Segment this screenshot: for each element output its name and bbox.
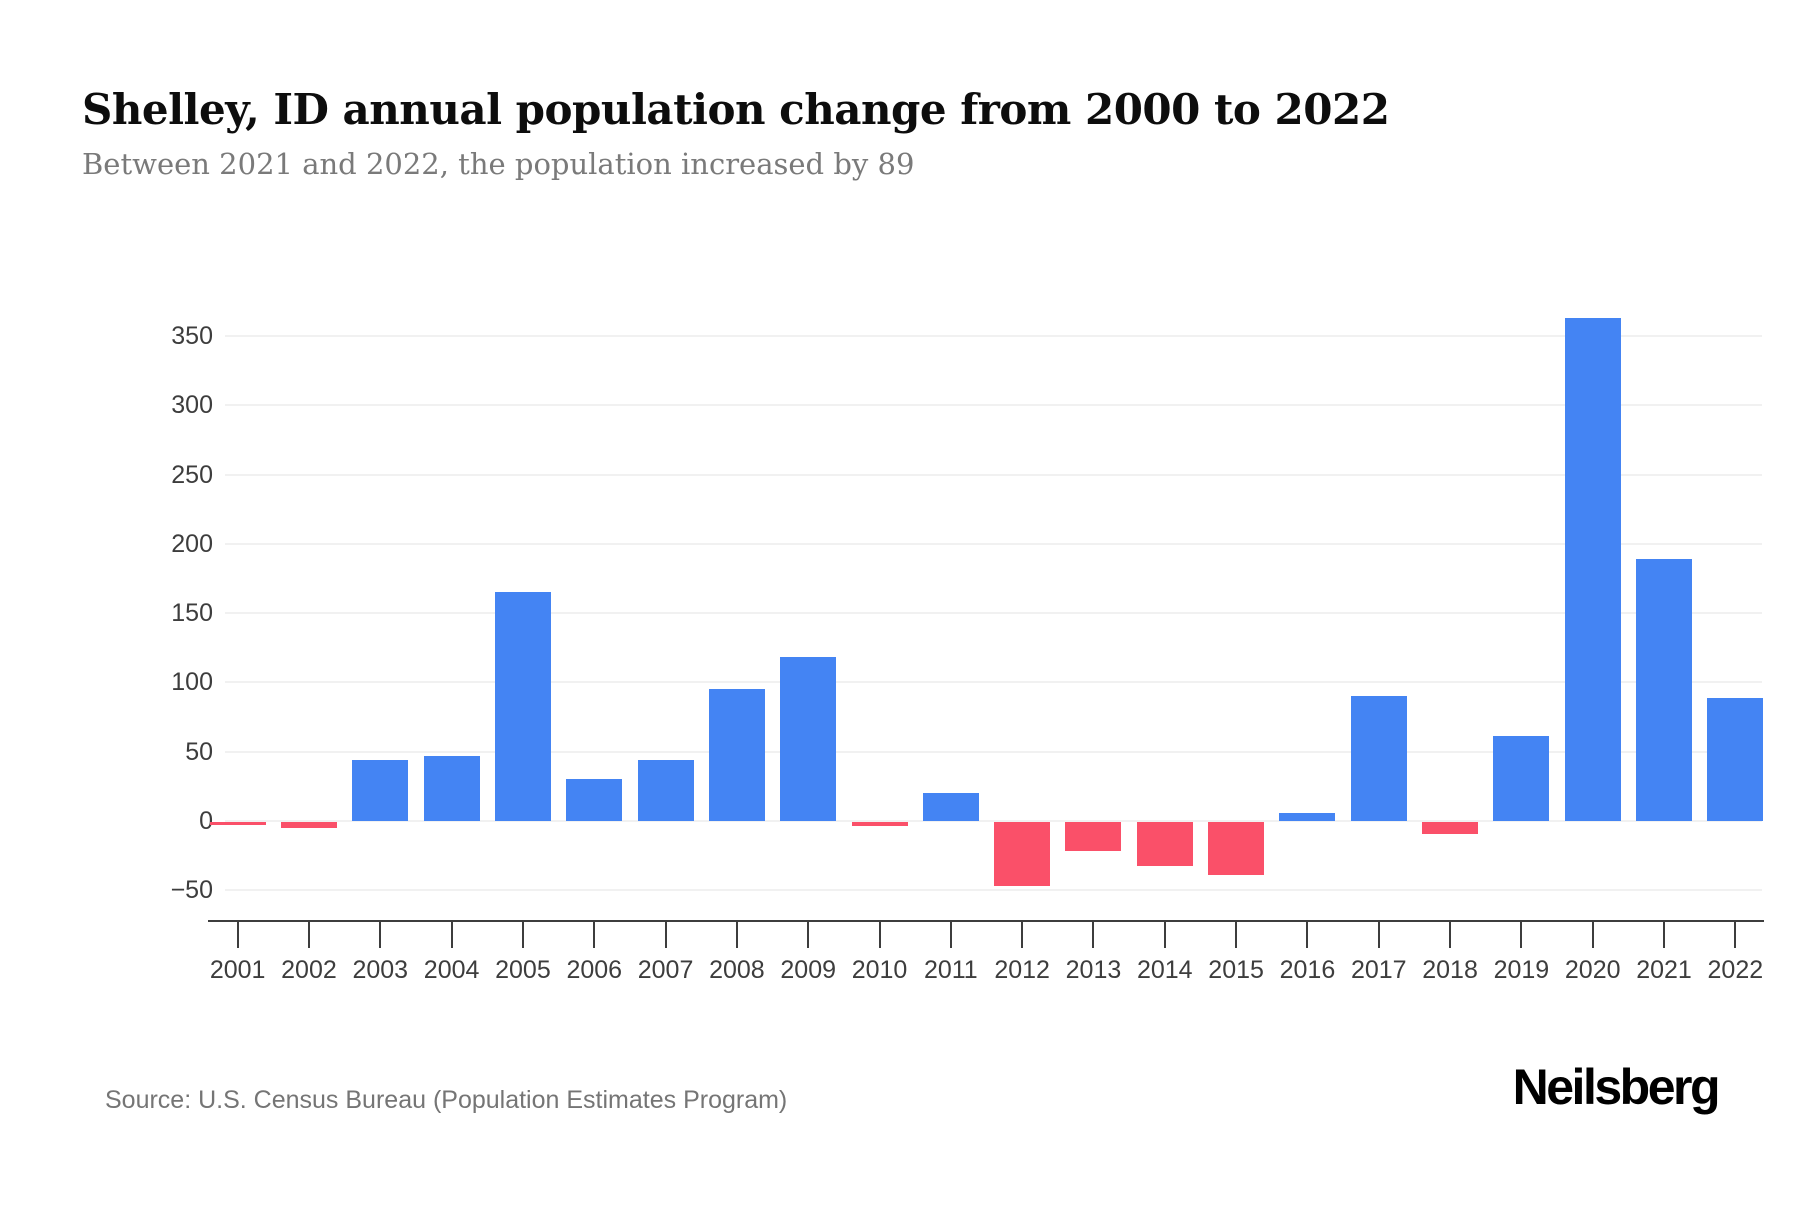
y-axis-label-150: 150	[171, 599, 213, 628]
bar-2016	[1279, 812, 1336, 821]
bar-2017	[1350, 696, 1407, 821]
bar-2012	[994, 822, 1051, 886]
x-axis-label-2021: 2021	[1636, 956, 1692, 984]
y-axis-label--50: −50	[170, 876, 213, 905]
bar-2003	[352, 760, 409, 821]
x-axis-tick-2019	[1520, 922, 1523, 948]
bar-2002	[280, 822, 337, 828]
x-axis-tick-2017	[1377, 922, 1380, 948]
x-axis-tick-2015	[1235, 922, 1238, 948]
x-axis-tick-2005	[521, 922, 524, 948]
bar-2011	[922, 793, 979, 821]
bar-2010	[851, 822, 908, 827]
x-axis-label-2002: 2002	[281, 956, 337, 984]
x-axis-tick-2013	[1092, 922, 1095, 948]
x-axis-tick-2010	[878, 922, 881, 948]
source-attribution: Source: U.S. Census Bureau (Population E…	[105, 1086, 788, 1114]
x-axis-tick-2001	[236, 922, 239, 948]
bar-2014	[1136, 822, 1193, 867]
x-axis-tick-2012	[1021, 922, 1024, 948]
x-axis-label-2008: 2008	[709, 956, 765, 984]
x-axis-tick-2007	[664, 922, 667, 948]
gridline-250	[225, 473, 1762, 476]
x-axis-tick-2004	[450, 922, 453, 948]
x-axis-label-2013: 2013	[1065, 956, 1122, 984]
chart-subtitle: Between 2021 and 2022, the population in…	[82, 147, 915, 181]
x-axis-tick-2006	[593, 922, 596, 948]
x-axis-label-2004: 2004	[423, 956, 480, 984]
bar-2022	[1707, 697, 1764, 821]
x-axis-tick-2011	[949, 922, 952, 948]
y-axis-label-0: 0	[199, 807, 213, 835]
gridline-150	[225, 612, 1762, 615]
x-axis-label-2006: 2006	[566, 956, 623, 984]
x-axis-label-2020: 2020	[1564, 956, 1621, 984]
gridline-350	[225, 335, 1762, 337]
x-axis-label-2016: 2016	[1279, 956, 1336, 984]
gridline-100	[225, 681, 1762, 684]
x-axis-label-2009: 2009	[780, 956, 837, 984]
x-axis-tick-2018	[1449, 922, 1452, 948]
bar-2021	[1636, 559, 1693, 821]
bar-2004	[423, 755, 480, 821]
y-axis-label-200: 200	[171, 529, 213, 558]
gridline-50	[225, 750, 1762, 753]
bar-2015	[1208, 822, 1265, 875]
bar-2018	[1422, 822, 1479, 835]
bar-2005	[494, 592, 551, 821]
bar-2020	[1564, 317, 1621, 821]
y-axis-label-250: 250	[171, 460, 213, 489]
x-axis-label-2010: 2010	[851, 956, 908, 984]
x-axis-label-2018: 2018	[1422, 956, 1478, 984]
y-axis-label-100: 100	[171, 668, 213, 697]
x-axis-tick-2002	[307, 922, 310, 948]
neilsberg-logo: Neilsberg	[1512, 1059, 1721, 1115]
y-axis-label-50: 50	[185, 737, 213, 766]
x-axis-tick-2016	[1306, 922, 1309, 948]
x-axis-label-2017: 2017	[1350, 956, 1407, 984]
x-axis-line	[208, 920, 1764, 922]
bar-2006	[566, 779, 623, 821]
x-axis-label-2022: 2022	[1707, 956, 1764, 984]
x-axis-label-2005: 2005	[495, 956, 551, 984]
x-axis-label-2015: 2015	[1208, 956, 1264, 984]
x-axis-label-2011: 2011	[923, 956, 978, 984]
x-axis-tick-2009	[807, 922, 810, 948]
x-axis-label-2007: 2007	[637, 956, 694, 984]
x-axis-label-2014: 2014	[1136, 956, 1193, 984]
x-axis-tick-2003	[379, 922, 382, 948]
y-axis-label-300: 300	[171, 391, 213, 420]
x-axis-label-2012: 2012	[994, 956, 1050, 984]
x-axis-tick-2014	[1163, 922, 1166, 948]
x-axis-tick-2020	[1591, 922, 1594, 948]
bar-2013	[1065, 822, 1122, 852]
bar-2008	[708, 689, 765, 821]
bar-2001	[209, 822, 266, 825]
chart-title: Shelley, ID annual population change fro…	[82, 85, 1390, 135]
x-axis-label-2001: 2001	[209, 956, 266, 984]
gridline-300	[225, 404, 1762, 407]
gridline--50	[225, 889, 1762, 892]
bar-2007	[637, 760, 694, 821]
x-axis-label-2019: 2019	[1493, 956, 1550, 984]
y-axis-label-350: 350	[171, 322, 213, 350]
gridline-0	[225, 820, 1762, 822]
bar-2009	[780, 657, 837, 821]
bar-2019	[1493, 736, 1550, 821]
bar-chart: 350 300 250 200 150 100 50 0 −50 2001 2002 2003 2004…	[40, 16, 1800, 1216]
x-axis-tick-2021	[1663, 922, 1666, 948]
x-axis-label-2003: 2003	[352, 956, 409, 984]
x-axis-tick-2022	[1734, 922, 1737, 948]
x-axis-tick-2008	[735, 922, 738, 948]
gridline-200	[225, 542, 1762, 545]
